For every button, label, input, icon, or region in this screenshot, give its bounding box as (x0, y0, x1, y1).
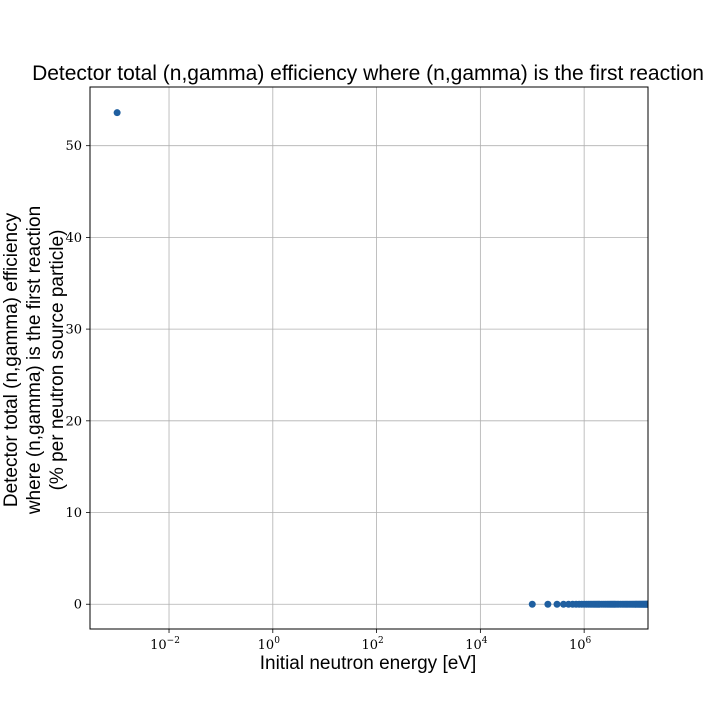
y-axis-label-line-1: Detector total (n,gamma) efficiency (1, 212, 22, 507)
plot-frame (89, 86, 649, 630)
data-point (560, 600, 568, 608)
y-tick-label: 10 (65, 506, 82, 521)
x-tick-label: 100 (258, 636, 281, 653)
data-point (113, 109, 121, 117)
chart-title: Detector total (n,gamma) efficiency wher… (32, 62, 704, 85)
y-tick-label: 30 (65, 323, 82, 338)
data-point (553, 600, 561, 608)
data-points (113, 109, 648, 608)
y-tick-label: 20 (65, 414, 82, 429)
x-axis-label: Initial neutron energy [eV] (260, 653, 477, 674)
data-point (644, 600, 648, 608)
x-tick-label: 102 (361, 636, 383, 653)
y-tick-label: 50 (65, 139, 82, 154)
x-tick-label: 106 (569, 636, 592, 653)
y-axis-label-line-2: where (n,gamma) is the first reaction (24, 206, 45, 515)
y-axis-label-line-3: (% per neutron source particle) (47, 230, 68, 491)
y-tick-label: 40 (65, 231, 82, 246)
data-point (528, 600, 536, 608)
x-tick-label: 10−2 (150, 636, 180, 653)
y-tick-label: 0 (74, 598, 82, 613)
axis-ticks: 10−2 100 102 104 106 0 10 20 30 40 50 (65, 139, 591, 653)
x-tick-label: 104 (465, 636, 488, 653)
grid (90, 87, 648, 629)
data-point (544, 600, 552, 608)
